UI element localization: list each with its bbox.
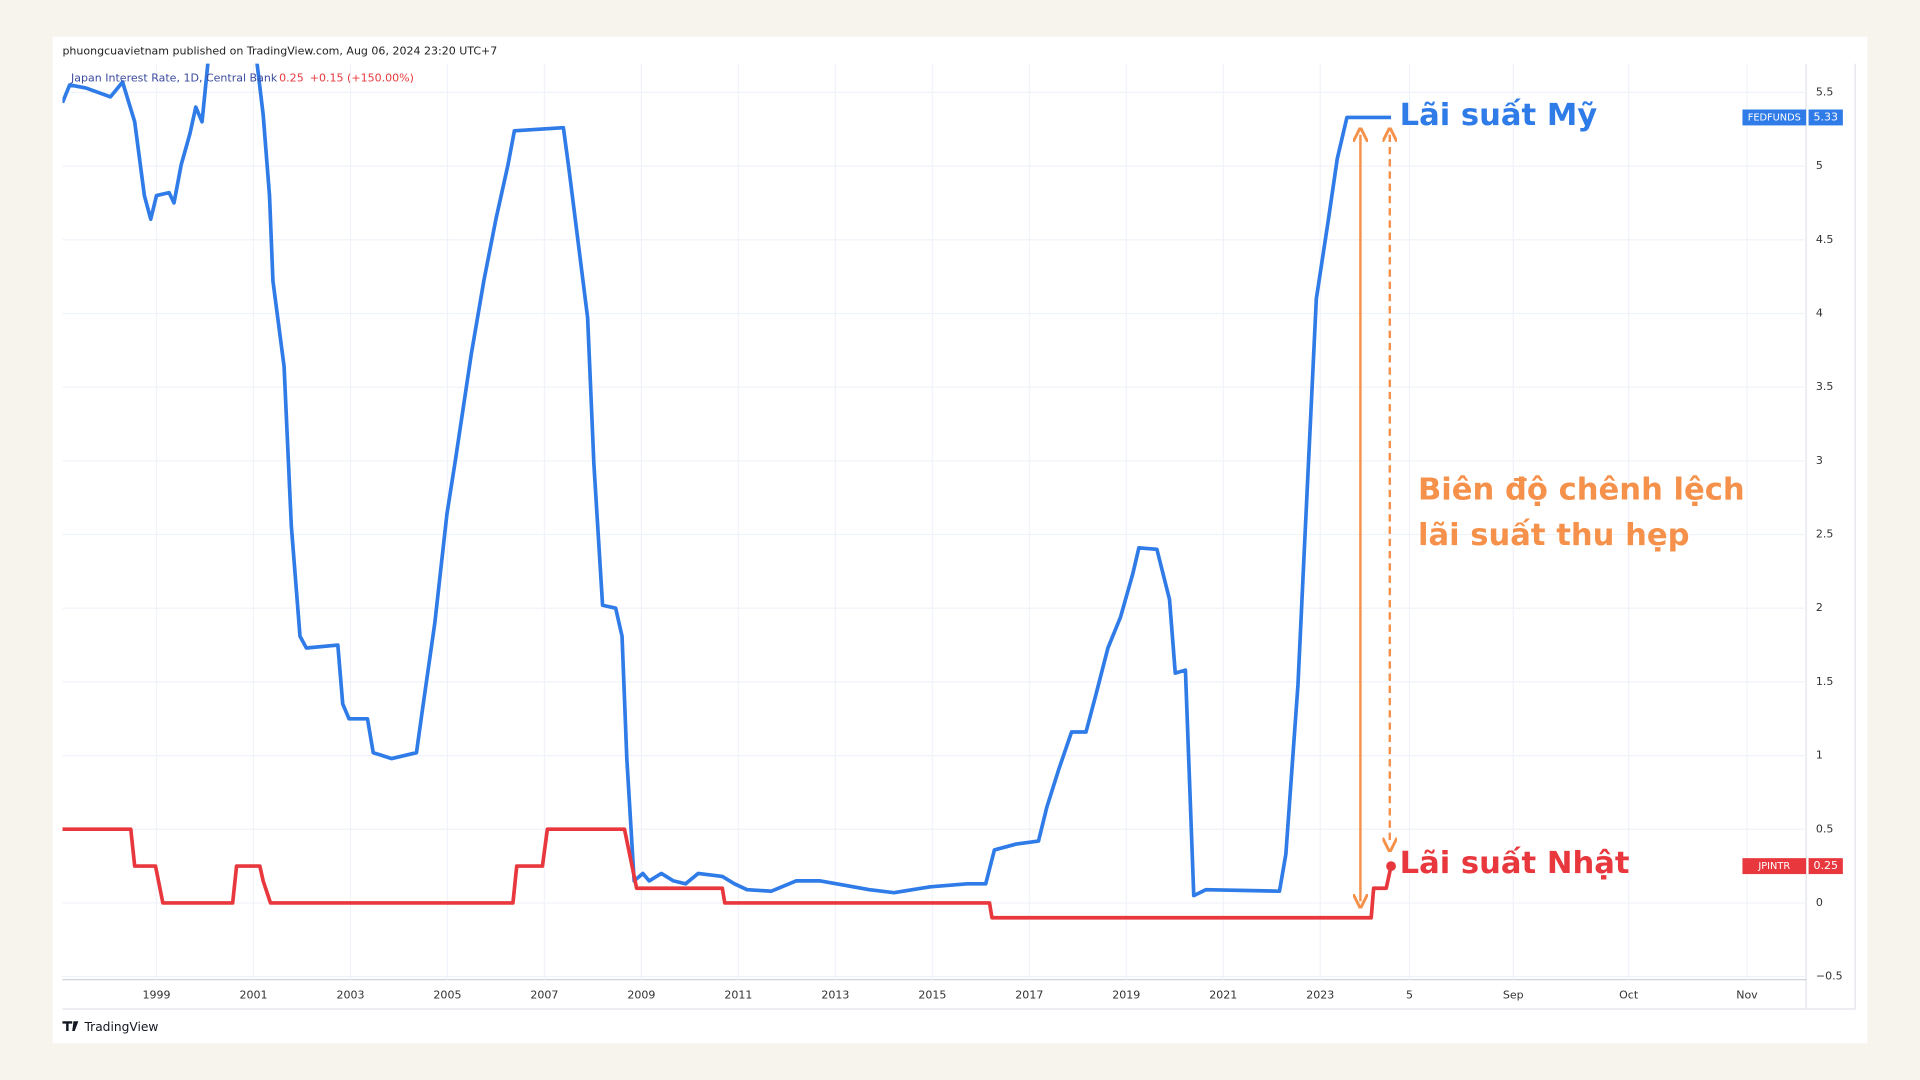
x-tick-label: 2003: [336, 989, 364, 1002]
footer: TradingView: [83, 1020, 158, 1034]
x-tick-label: 2015: [918, 989, 946, 1002]
x-tick-label: Nov: [1736, 989, 1758, 1002]
y-tick-label: 5: [1816, 159, 1823, 172]
y-tick-label: 3: [1816, 454, 1823, 467]
annotation-spread-2: lãi suất thu hẹp: [1418, 518, 1690, 553]
x-tick-label: 2013: [821, 989, 849, 1002]
x-tick-label: 2019: [1112, 989, 1140, 1002]
annotation-spread-1: Biên độ chênh lệch: [1418, 473, 1745, 508]
y-tick-label: 2: [1816, 601, 1823, 614]
x-tick-label: Oct: [1619, 989, 1639, 1002]
x-tick-label: 1999: [142, 989, 170, 1002]
badge-value-bg: [1808, 858, 1843, 875]
last-point: [1386, 861, 1396, 872]
legend-value: 0.25: [279, 71, 304, 84]
badge-value: 0.25: [1813, 859, 1838, 872]
annotation-jp: Lãi suất Nhật: [1400, 846, 1630, 881]
y-tick-label: 3.5: [1816, 380, 1834, 393]
x-tick-label: 2011: [724, 989, 752, 1002]
legend-change: +0.15 (+150.00%): [310, 71, 414, 84]
y-tick-label: 0: [1816, 896, 1823, 909]
x-tick-label: 2017: [1015, 989, 1043, 1002]
badge-name: JPINTR: [1757, 861, 1790, 872]
y-tick-label: 4.5: [1816, 233, 1834, 246]
y-tick-label: 5.5: [1816, 85, 1834, 98]
badge-name: FEDFUNDS: [1748, 112, 1801, 123]
y-tick-label: −0.5: [1816, 970, 1843, 983]
y-tick-label: 1.5: [1816, 675, 1834, 688]
x-tick-label: 2009: [627, 989, 655, 1002]
series-line: [62, 63, 1392, 898]
x-tick-label: 5: [1406, 989, 1413, 1002]
x-tick-label: 2023: [1306, 989, 1334, 1002]
x-tick-label: 2021: [1209, 989, 1237, 1002]
x-tick-label: 2005: [433, 989, 461, 1002]
x-tick-label: 2007: [530, 989, 558, 1002]
legend-text: Japan Interest Rate, 1D, Central Bank: [70, 71, 278, 84]
y-tick-label: 4: [1816, 306, 1823, 319]
series-line: [62, 827, 1393, 920]
badge: [1742, 858, 1807, 875]
annotation-us: Lãi suất Mỹ: [1400, 98, 1598, 133]
y-tick-label: 2.5: [1816, 528, 1834, 541]
card: [52, 36, 1868, 1044]
badge-value: 5.33: [1813, 110, 1838, 123]
header: phuongcuavietnam published on TradingVie…: [62, 44, 497, 57]
x-tick-label: 2001: [239, 989, 267, 1002]
badge-value-bg: [1808, 109, 1843, 126]
x-tick-label: Sep: [1503, 989, 1524, 1002]
y-tick-label: 0.5: [1816, 822, 1834, 835]
logo: [62, 1021, 79, 1032]
badge: [1742, 109, 1807, 126]
y-tick-label: 1: [1816, 749, 1823, 762]
